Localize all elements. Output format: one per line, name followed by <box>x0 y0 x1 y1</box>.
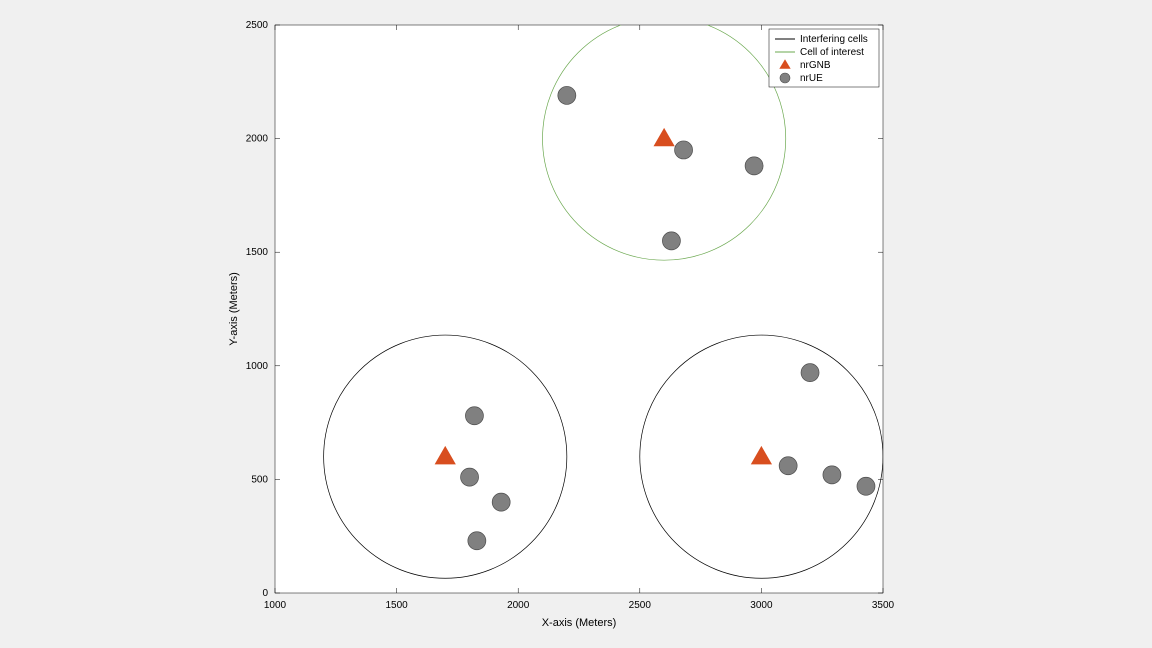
y-tick-label: 1000 <box>246 361 269 372</box>
ue-marker <box>801 364 819 382</box>
legend-circle-icon <box>780 73 790 83</box>
legend-label: nrUE <box>800 73 823 84</box>
x-tick-label: 3000 <box>750 600 773 611</box>
x-axis-label: X-axis (Meters) <box>542 617 617 629</box>
x-tick-label: 2500 <box>629 600 652 611</box>
x-tick-label: 1000 <box>264 600 287 611</box>
ue-marker <box>675 141 693 159</box>
x-tick-label: 3500 <box>872 600 895 611</box>
x-tick-label: 1500 <box>385 600 408 611</box>
legend-label: nrGNB <box>800 60 831 71</box>
legend-label: Interfering cells <box>800 34 868 45</box>
legend-label: Cell of interest <box>800 47 864 58</box>
y-tick-label: 1500 <box>246 247 269 258</box>
y-axis-label: Y-axis (Meters) <box>228 272 240 346</box>
ue-marker <box>857 477 875 495</box>
y-tick-label: 2000 <box>246 134 269 145</box>
ue-marker <box>468 532 486 550</box>
cell-network-chart: 1000 1500 2000 2500 3000 3500 0 500 1000 1500 2000… <box>0 0 1152 648</box>
ue-marker <box>662 232 680 250</box>
y-tick-label: 0 <box>262 588 268 599</box>
ue-marker <box>461 468 479 486</box>
y-tick-label: 2500 <box>246 20 269 31</box>
y-tick-label: 500 <box>251 474 268 485</box>
plot-area <box>275 25 883 593</box>
ue-marker <box>823 466 841 484</box>
ue-marker <box>492 493 510 511</box>
ue-marker <box>745 157 763 175</box>
ue-marker <box>779 457 797 475</box>
x-tick-label: 2000 <box>507 600 530 611</box>
ue-marker <box>465 407 483 425</box>
chart-container: 1000 1500 2000 2500 3000 3500 0 500 1000 1500 2000… <box>0 0 1152 648</box>
ue-marker <box>558 86 576 104</box>
